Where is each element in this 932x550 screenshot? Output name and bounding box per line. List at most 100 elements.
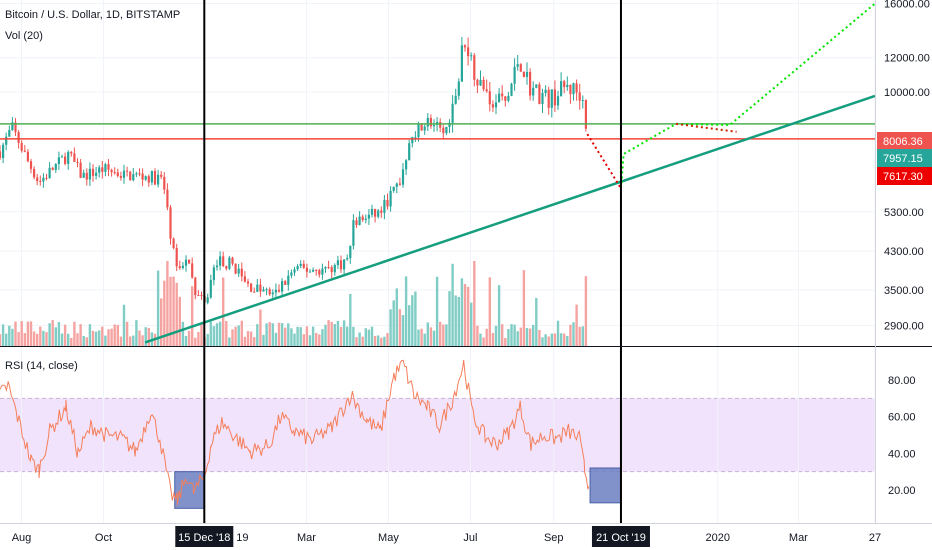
candle-body (14, 122, 17, 133)
legend: Bitcoin / U.S. Dollar, 1D, BITSTAMP Vol … (5, 9, 180, 372)
volume-bar (429, 327, 433, 346)
volume-bar (457, 296, 460, 346)
volume-bar (42, 330, 45, 346)
time-tick-label-partial: 19 (236, 532, 248, 544)
candle-body (48, 167, 51, 179)
volume-bar (101, 326, 104, 346)
candle-body (246, 281, 250, 284)
volume-bar (85, 337, 88, 346)
time-tick-label: Mar (789, 532, 808, 544)
volume-bar (578, 326, 581, 346)
volume-bar (265, 323, 268, 346)
rsi-tick-label: 60.00 (888, 412, 916, 424)
candle-body (293, 269, 296, 273)
volume-bar (584, 276, 588, 346)
candle-body (488, 91, 491, 105)
volume-bar (510, 324, 513, 346)
volume-bar (386, 333, 389, 346)
candle-body (560, 81, 563, 97)
volume-bar (507, 329, 510, 346)
cursor-date-label: 15 Dec '18 (178, 532, 230, 544)
symbol-legend[interactable]: Bitcoin / U.S. Dollar, 1D, BITSTAMP (5, 9, 180, 21)
candle-body (327, 267, 330, 269)
candle-body (339, 260, 343, 270)
candle-body (519, 64, 522, 72)
volume-bar (184, 335, 188, 346)
candle-body (166, 189, 169, 208)
volume-bar (129, 336, 132, 346)
candle-body (504, 96, 507, 101)
rsi-legend[interactable]: RSI (14, close) (5, 360, 78, 372)
volume-bar (197, 332, 200, 346)
volume-bar (166, 261, 169, 346)
volume-bar (191, 286, 194, 346)
volume-bar (225, 321, 228, 346)
candle-body (79, 162, 82, 178)
candle-body (129, 171, 132, 181)
candle-body (463, 45, 467, 48)
candle-body (274, 289, 277, 293)
rsi-line (0, 359, 590, 506)
candle-body (191, 263, 194, 278)
candle-body (312, 269, 315, 272)
volume-bar (454, 295, 457, 346)
volume-bar (550, 333, 553, 346)
cursor-date-label: 21 Oct '19 (596, 532, 646, 544)
volume-bar (0, 334, 2, 346)
candle-body (296, 266, 299, 270)
candle-body (281, 281, 284, 292)
price-label-tag (877, 167, 932, 185)
candle-body (243, 276, 246, 282)
volume-bar (299, 327, 302, 346)
candle-body (175, 247, 178, 267)
price-axis[interactable]: 2900.00 3500.00 4300.00 5300.00 10000.00 1200… (877, 0, 932, 497)
volume-bar (29, 321, 33, 346)
volume-bar (280, 323, 284, 346)
candle-body (532, 87, 535, 96)
volume-bar (141, 335, 144, 346)
volume-bar (5, 333, 8, 346)
candle-body (222, 256, 225, 267)
candle-body (498, 93, 501, 103)
forecast-mid-path (675, 122, 737, 133)
candle-body (318, 270, 321, 275)
volume-bar (51, 320, 54, 346)
volume-bar (451, 263, 454, 346)
candle-body (228, 257, 231, 269)
candle-body (556, 96, 560, 106)
price-tick-label: 5300.00 (884, 207, 924, 219)
volume-bar (98, 330, 101, 346)
volume-bar (445, 324, 448, 346)
volume-bar (541, 337, 544, 346)
volume-bar (259, 309, 262, 346)
candle-body (290, 272, 293, 276)
time-tick-label: Oct (95, 532, 112, 544)
volume-bar (274, 332, 278, 346)
candle-body (538, 84, 541, 104)
volume-bar (315, 333, 318, 346)
volume-bar (212, 326, 216, 346)
candle-body (0, 151, 2, 159)
volume-legend[interactable]: Vol (20) (5, 30, 43, 42)
volume-bar (473, 261, 476, 346)
volume-bar (318, 334, 321, 346)
candle-body (398, 183, 401, 185)
volume-bar (54, 327, 57, 346)
candle-body (240, 268, 243, 277)
time-axis[interactable]: Aug Oct Mar May Jul Sep 2020 Mar 27 19 15 Dec '18 2… (12, 526, 881, 547)
volume-bar (48, 323, 51, 346)
volume-bar (501, 324, 504, 346)
candle-body (302, 263, 305, 268)
candle-body (575, 83, 578, 93)
price-tick-label: 12000.00 (884, 53, 930, 65)
candle-body (188, 259, 191, 264)
candle-body (39, 181, 42, 183)
volume-bar (45, 332, 48, 346)
rsi-tick-label: 80.00 (888, 375, 916, 387)
candle-body (85, 172, 88, 180)
candle-body (178, 266, 181, 269)
candle-body (578, 92, 581, 101)
candle-body (429, 117, 432, 127)
candle-body (470, 55, 473, 57)
